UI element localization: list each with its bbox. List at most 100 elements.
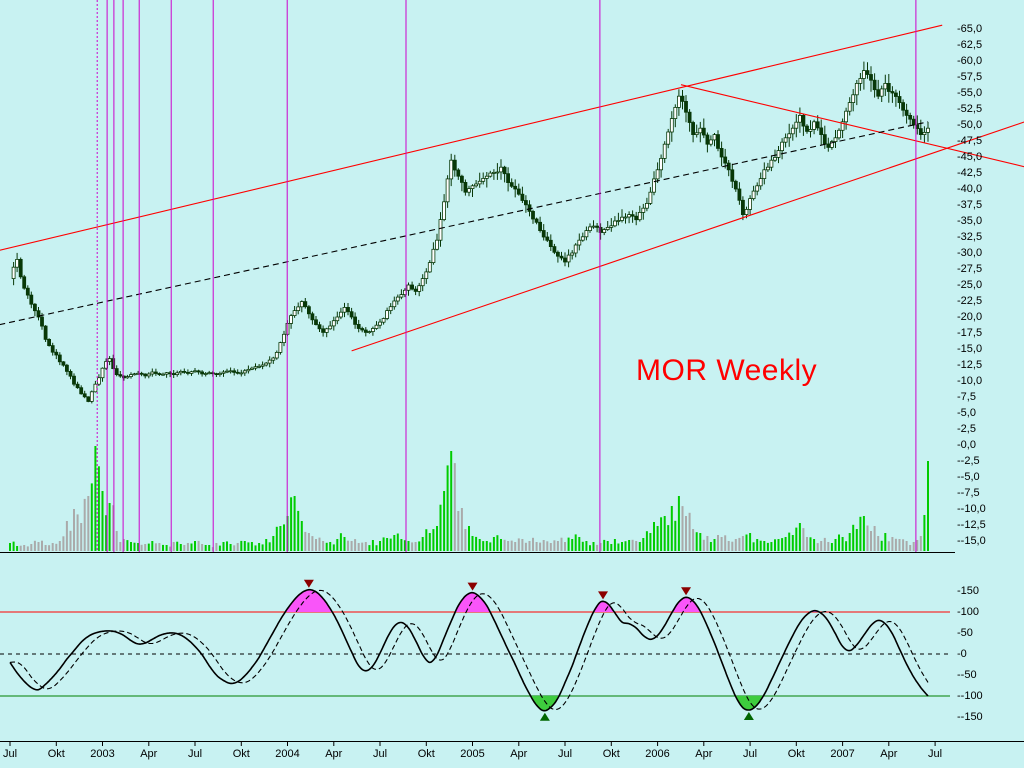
volume-bar — [524, 542, 527, 551]
volume-bar — [546, 541, 549, 551]
volume-bar — [927, 461, 929, 551]
volume-bar — [802, 528, 805, 551]
candle — [666, 131, 671, 145]
volume-bar — [770, 542, 773, 551]
volume-bar — [791, 535, 794, 551]
price-tick-label: -47,5 — [957, 135, 983, 147]
candle — [854, 83, 859, 96]
candle — [114, 368, 119, 376]
volume-bar — [873, 526, 876, 551]
candle — [620, 216, 624, 221]
volume-bar — [731, 541, 734, 551]
candle — [253, 366, 258, 369]
volume-bar — [660, 517, 663, 551]
volume-bar — [318, 537, 321, 551]
volume-bar — [122, 539, 125, 551]
volume-bar — [226, 541, 228, 551]
candle — [282, 333, 286, 343]
candle — [150, 371, 155, 375]
volume-bar — [496, 535, 499, 551]
candle — [118, 374, 123, 377]
candle — [314, 319, 318, 325]
volume-bar — [357, 543, 360, 551]
volume-bar — [500, 539, 502, 551]
price-tick-label: -10,0 — [957, 375, 983, 387]
volume-bar — [763, 541, 766, 551]
volume-bar — [254, 545, 257, 551]
volume-bar — [741, 536, 744, 551]
candle — [474, 183, 479, 187]
volume-bar — [838, 534, 840, 551]
volume-bar — [848, 533, 851, 551]
candle — [879, 88, 884, 97]
candle — [356, 323, 361, 329]
candle — [89, 391, 94, 402]
oscillator-tick-label: --100 — [957, 690, 983, 702]
volume-bar — [23, 545, 26, 551]
volume-bar — [727, 541, 730, 551]
price-tick-label: -57,5 — [957, 71, 983, 83]
candle — [520, 193, 525, 201]
price-tick-label: -55,0 — [957, 87, 983, 99]
candle — [883, 83, 888, 90]
volume-bar — [197, 540, 200, 551]
volume-bar — [734, 539, 737, 551]
volume-bar — [158, 543, 161, 551]
candle — [235, 371, 240, 374]
volume-bar — [176, 541, 179, 551]
volume-bar — [677, 496, 680, 551]
candle — [886, 83, 891, 92]
volume-bar — [411, 542, 414, 551]
candle — [655, 169, 660, 180]
volume-bar — [73, 509, 75, 551]
candle — [47, 338, 51, 346]
volume-bar — [436, 526, 438, 551]
time-tick-label: Okt — [232, 748, 250, 760]
candle — [463, 181, 468, 193]
volume-bar — [322, 541, 325, 551]
candle — [741, 199, 745, 216]
price-tick-label: -5,0 — [957, 407, 976, 419]
time-tick-label: Jul — [2, 748, 18, 760]
volume-bar — [190, 543, 193, 551]
candle — [374, 324, 379, 329]
candle — [214, 373, 219, 376]
candle — [242, 370, 247, 374]
candle — [459, 175, 464, 183]
candle — [321, 328, 326, 333]
candle — [395, 296, 400, 302]
candle — [100, 367, 105, 379]
volume-bar — [902, 539, 905, 551]
candle — [862, 70, 866, 79]
candle — [431, 248, 436, 264]
volume-bar — [443, 491, 446, 551]
volume-bar — [133, 542, 136, 551]
volume-bar — [347, 540, 349, 551]
volume-bar — [183, 545, 186, 551]
volume-bar — [386, 538, 389, 551]
volume-bar — [37, 542, 40, 551]
time-tick-label: 2003 — [90, 748, 115, 760]
volume-bar — [222, 542, 225, 551]
candle — [584, 230, 589, 238]
candle — [86, 396, 91, 402]
trendline-upper-channel — [0, 24, 943, 251]
volume-bar — [581, 541, 584, 551]
candle — [331, 320, 336, 327]
volume-bar — [76, 514, 79, 551]
candle — [694, 132, 699, 136]
volume-bar — [549, 543, 552, 551]
candle — [50, 345, 55, 353]
volume-bar — [204, 545, 207, 551]
candle — [264, 362, 269, 366]
volume-bar — [670, 506, 673, 551]
candle — [602, 229, 607, 234]
oscillator-tick-label: -150 — [957, 585, 980, 597]
candle — [228, 370, 233, 373]
volume-bar — [539, 542, 542, 551]
volume-bar — [631, 539, 634, 551]
volume-bar — [560, 537, 563, 551]
candle — [531, 210, 535, 220]
candle — [552, 246, 557, 253]
